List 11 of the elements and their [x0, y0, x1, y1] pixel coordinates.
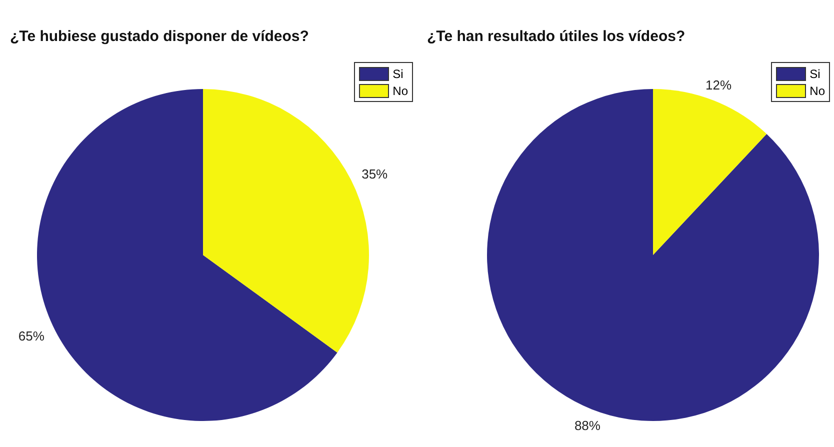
pie-slice — [653, 89, 767, 255]
legend-label: No — [392, 84, 408, 98]
data-label: 12% — [706, 78, 732, 92]
chart-title: ¿Te han resultado útiles los vídeos? — [427, 28, 686, 45]
data-label: 65% — [18, 328, 45, 344]
chart-title: ¿Te hubiese gustado disponer de vídeos? — [10, 28, 309, 45]
legend-label: No — [810, 84, 825, 98]
data-label: 35% — [362, 166, 388, 182]
legend-label: Si — [392, 66, 404, 80]
legend-label: Si — [810, 66, 820, 80]
data-label: 88% — [574, 418, 601, 434]
